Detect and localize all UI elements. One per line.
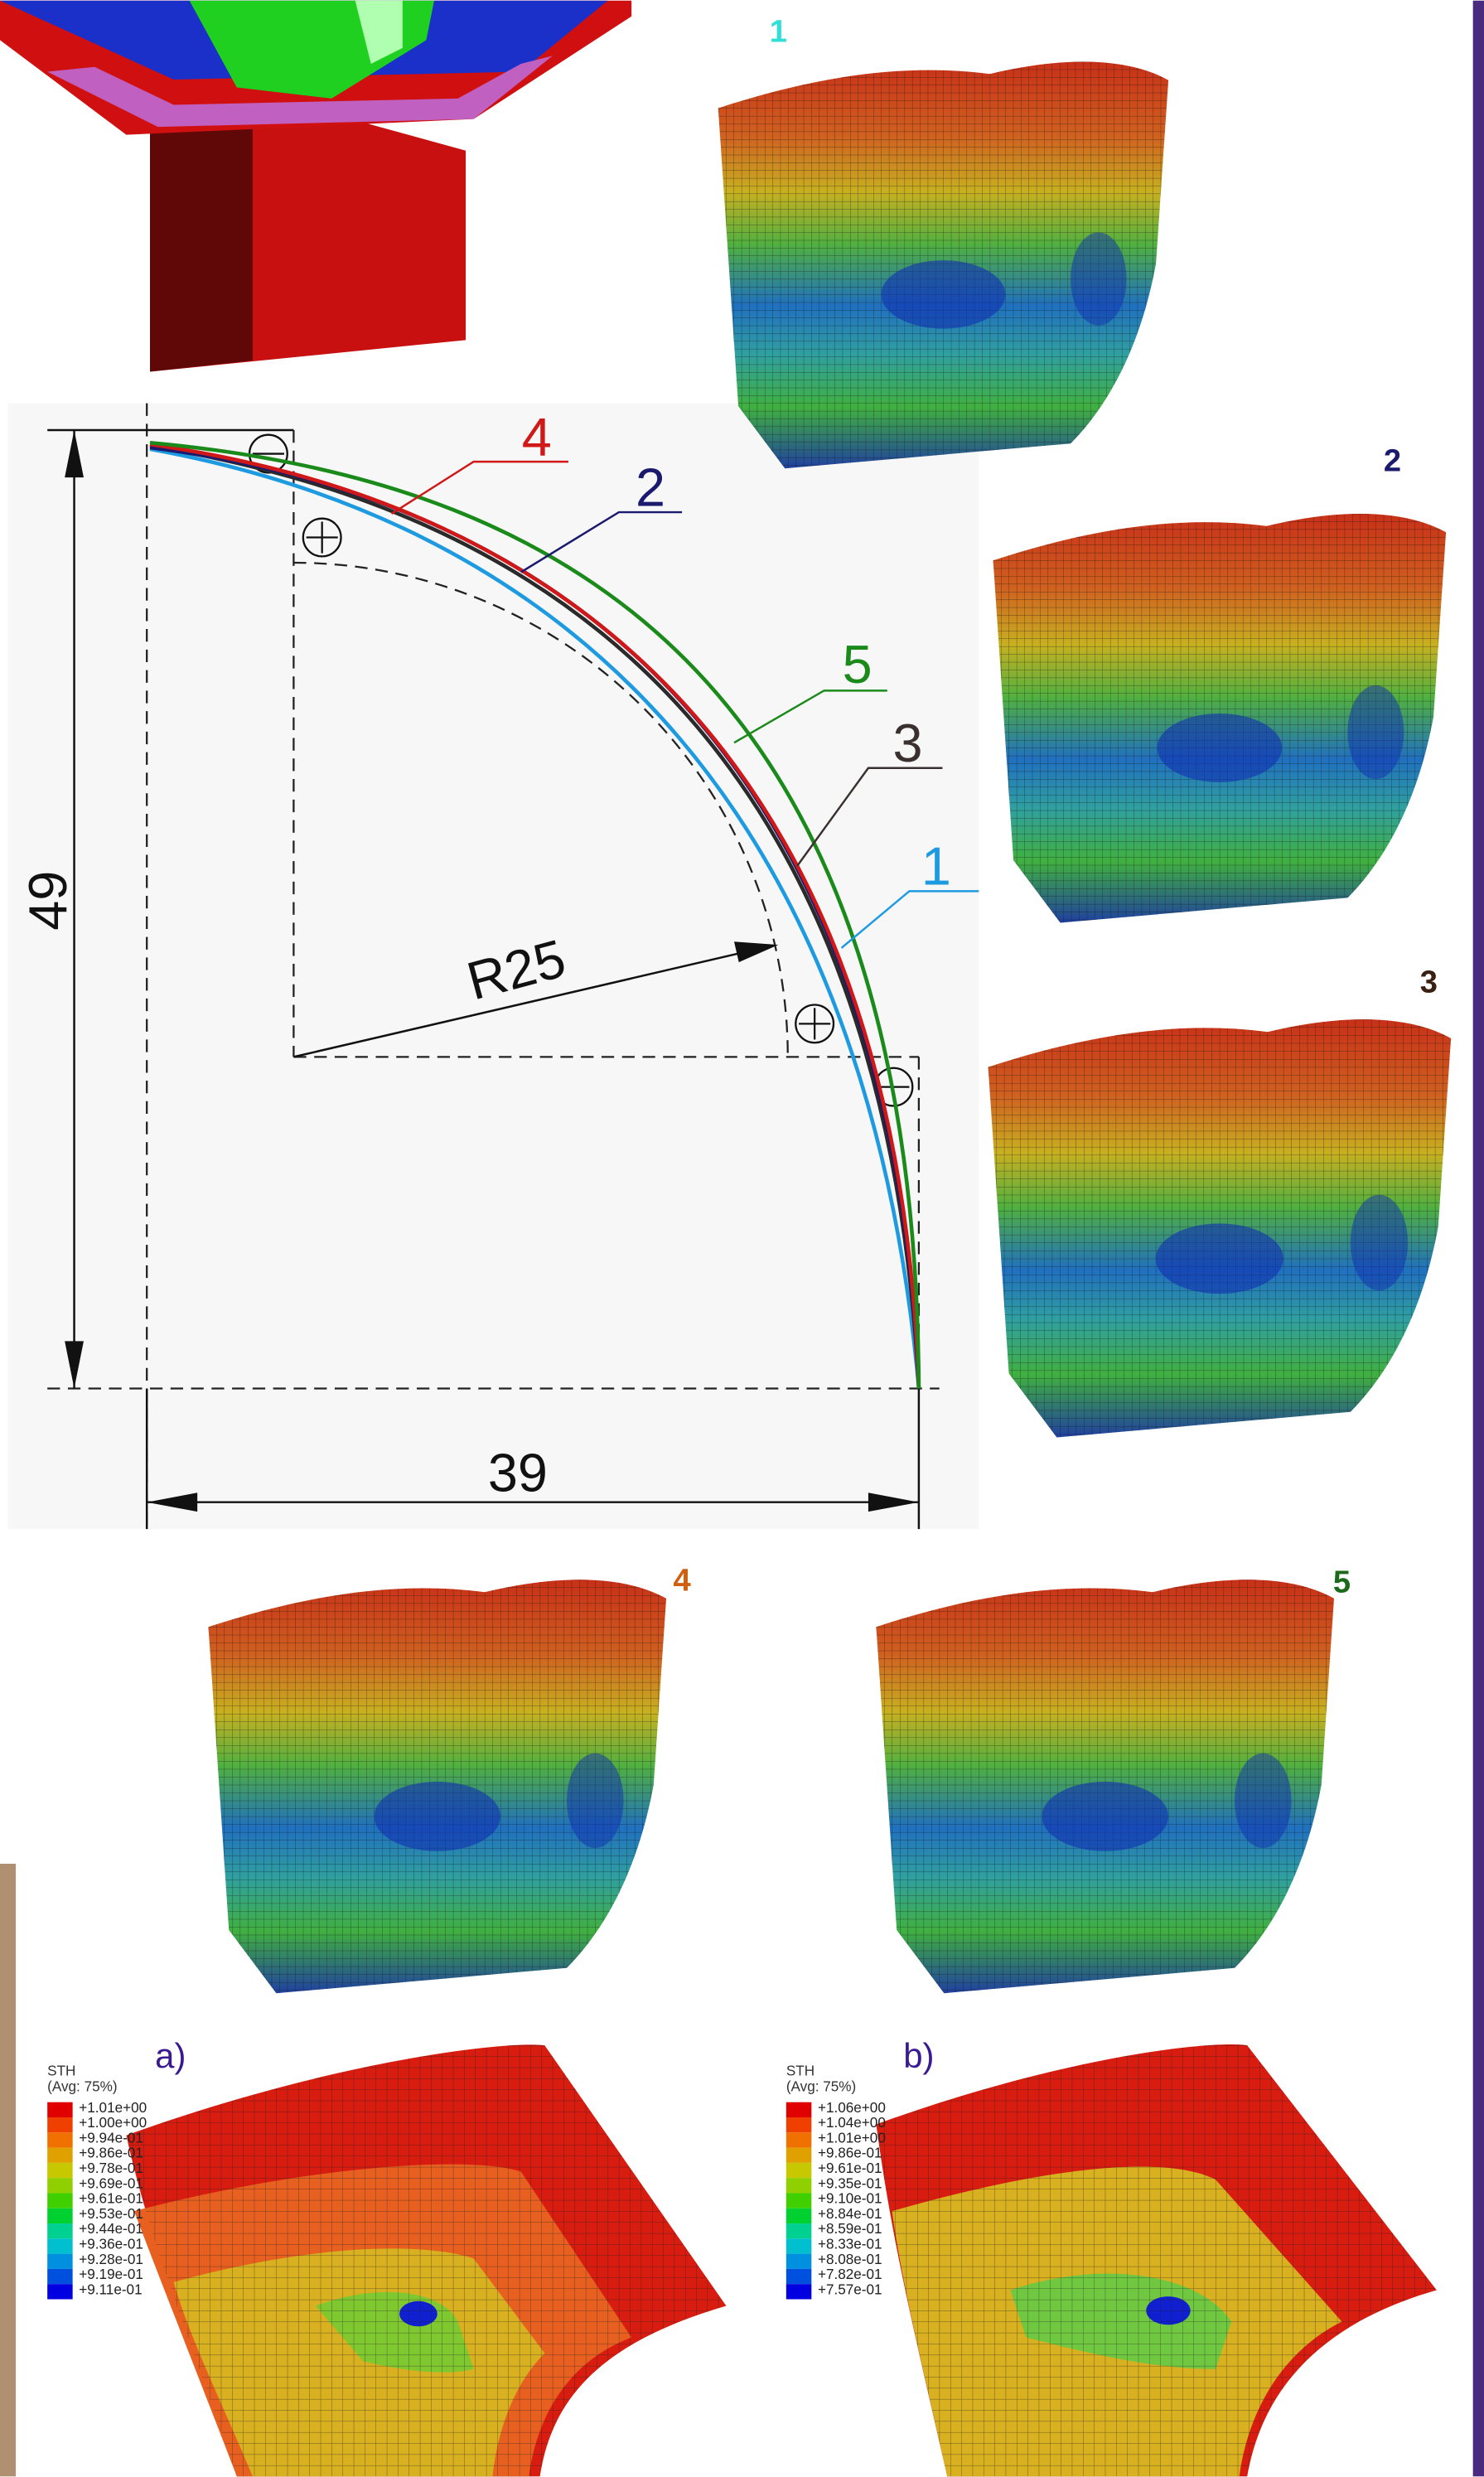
profile-drawing: 4 2 5 3 1 49 39 R25 [8, 404, 979, 1529]
legend-swatch [786, 2132, 811, 2147]
legend-value: +9.69e-01 [79, 2175, 143, 2191]
legend-value: +9.78e-01 [79, 2160, 143, 2176]
width-dimension: 39 [488, 1442, 548, 1502]
side-bar [1473, 1, 1484, 2477]
legend-swatch [786, 2208, 811, 2223]
legend-swatch [786, 2284, 811, 2299]
curve-label: 1 [921, 836, 951, 897]
legend-title: STH [47, 2062, 75, 2078]
subfigure-label: a) [155, 2036, 186, 2075]
legend-value: +1.04e+00 [818, 2114, 886, 2131]
legend-swatch [786, 2117, 811, 2132]
subfigure-label: b) [903, 2036, 934, 2075]
legend-value: +8.33e-01 [818, 2235, 882, 2252]
legend-value: +8.84e-01 [818, 2205, 882, 2222]
legend-value: +7.57e-01 [818, 2281, 882, 2297]
legend-swatch [47, 2163, 72, 2178]
legend-swatch [786, 2178, 811, 2193]
legend-value: +9.53e-01 [79, 2205, 143, 2222]
legend-value: +1.00e+00 [79, 2114, 147, 2131]
legend-swatch [47, 2269, 72, 2284]
legend-swatch [786, 2254, 811, 2269]
legend-swatch [47, 2254, 72, 2269]
legend-swatch [786, 2163, 811, 2178]
legend-value: +9.10e-01 [818, 2190, 882, 2207]
legend-swatch [47, 2102, 72, 2117]
legend-swatch [786, 2193, 811, 2208]
mesh-label: 4 [674, 1563, 691, 1598]
height-dimension: 49 [17, 871, 78, 931]
curve-label: 4 [522, 406, 552, 467]
legend-swatch [47, 2117, 72, 2132]
legend-value: +9.36e-01 [79, 2235, 143, 2252]
curve-label: 5 [843, 634, 873, 694]
legend-value: +1.01e+00 [79, 2099, 147, 2116]
figure: 4 2 5 3 1 49 39 R25 1 2 3 4 5 a) b) STH(… [0, 0, 1484, 2477]
legend-swatch [47, 2223, 72, 2238]
legend-swatch [47, 2284, 72, 2299]
mesh-label: 2 [1384, 444, 1401, 479]
legend-swatch [47, 2148, 72, 2163]
mesh-label: 5 [1333, 1565, 1351, 1599]
legend-swatch [786, 2148, 811, 2163]
legend-swatch [47, 2178, 72, 2193]
legend-subtitle: (Avg: 75%) [786, 2078, 856, 2094]
legend-value: +9.86e-01 [818, 2145, 882, 2161]
legend-value: +9.94e-01 [79, 2129, 143, 2146]
legend-value: +7.82e-01 [818, 2266, 882, 2282]
legend-value: +9.28e-01 [79, 2251, 143, 2267]
legend-value: +9.19e-01 [79, 2266, 143, 2282]
photo-strip [0, 1864, 16, 2476]
legend-value: +9.61e-01 [79, 2190, 143, 2207]
legend-subtitle: (Avg: 75%) [47, 2078, 117, 2094]
legend-value: +1.06e+00 [818, 2099, 886, 2116]
legend-value: +9.11e-01 [79, 2281, 142, 2297]
mesh-label: 1 [770, 14, 787, 49]
curve-label: 3 [893, 713, 923, 773]
legend-swatch [786, 2223, 811, 2238]
curve-label: 2 [636, 457, 665, 517]
legend-title: STH [786, 2062, 815, 2078]
legend-swatch [786, 2102, 811, 2117]
legend-swatch [47, 2193, 72, 2208]
legend-value: +8.59e-01 [818, 2220, 882, 2237]
legend-value: +8.08e-01 [818, 2251, 882, 2267]
legend-value: +9.35e-01 [818, 2175, 882, 2191]
legend-swatch [47, 2208, 72, 2223]
legend-swatch [786, 2238, 811, 2253]
legend-value: +9.86e-01 [79, 2145, 143, 2161]
mesh-label: 3 [1420, 965, 1438, 999]
legend-value: +1.01e+00 [818, 2129, 886, 2146]
legend-swatch [786, 2269, 811, 2284]
legend-swatch [47, 2132, 72, 2147]
legend-value: +9.61e-01 [818, 2160, 882, 2176]
legend-swatch [47, 2238, 72, 2253]
legend-value: +9.44e-01 [79, 2220, 143, 2237]
